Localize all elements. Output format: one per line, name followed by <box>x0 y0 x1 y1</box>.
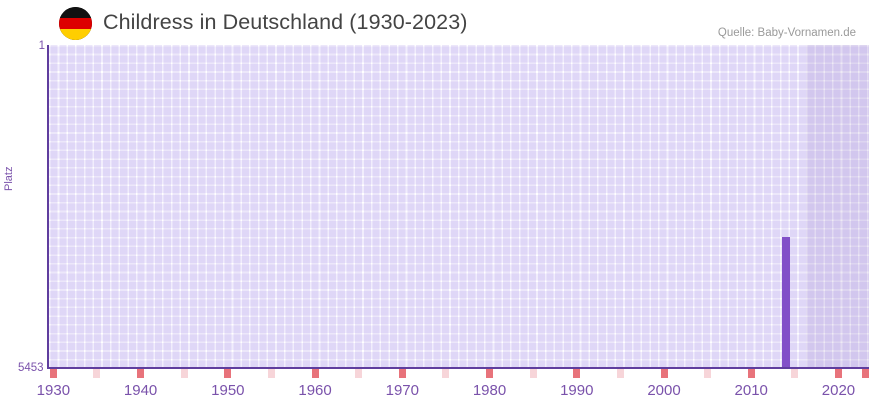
plot-area <box>49 45 869 368</box>
x-axis-tick-minor <box>791 369 799 378</box>
x-axis-tick-label: 2000 <box>647 382 681 399</box>
x-axis-tick-major <box>660 369 668 378</box>
x-axis-tick-label: 1970 <box>385 382 419 399</box>
x-axis-tick-minor <box>704 369 712 378</box>
x-axis-tick-major <box>137 369 145 378</box>
x-axis-tick-minor <box>355 369 363 378</box>
x-axis-tick-labels: 1930 1940 1950 1960 1970 1980 1990 2000 2010 2020 <box>0 382 873 408</box>
x-axis-tick-major <box>398 369 406 378</box>
y-axis-tick-label-bottom: 5453 <box>18 362 44 374</box>
x-axis-tick-minor <box>180 369 188 378</box>
x-axis-tick-major <box>862 369 869 378</box>
x-axis-tick-label: 2010 <box>734 382 768 399</box>
x-axis-line <box>47 367 869 369</box>
x-axis-tick-major <box>747 369 755 378</box>
x-axis-tick-major <box>311 369 319 378</box>
y-axis-title: Platz <box>3 166 15 191</box>
flag-band-gold <box>59 28 92 40</box>
x-axis-tick-label: 1980 <box>472 382 507 399</box>
y-axis-line <box>47 45 49 369</box>
source-attribution: Quelle: Baby-Vornamen.de <box>717 27 856 39</box>
x-axis-tick-minor <box>93 369 101 378</box>
flag-band-black <box>59 7 92 18</box>
x-axis-tick-major <box>573 369 581 378</box>
chart-header: Childress in Deutschland (1930-2023) Que… <box>0 0 873 44</box>
x-axis-tick-major <box>49 369 57 378</box>
german-flag-icon <box>59 7 92 40</box>
x-axis-tick-label: 2020 <box>821 382 856 399</box>
flag-band-red <box>59 17 92 29</box>
x-axis-tick-minor <box>529 369 537 378</box>
shaded-recent-years-band <box>806 45 869 368</box>
x-axis-tick-minor <box>616 369 624 378</box>
data-bar <box>782 237 791 368</box>
bar-series-layer <box>49 45 869 368</box>
x-axis-tick-minor <box>442 369 450 378</box>
chart-title: Childress in Deutschland (1930-2023) <box>103 10 468 34</box>
x-axis-tick-label: 1940 <box>123 382 158 399</box>
x-axis-tick-label: 1930 <box>36 382 71 399</box>
x-axis-tick-label: 1990 <box>560 382 594 399</box>
x-axis-tick-marks <box>49 369 869 378</box>
x-axis-tick-major <box>224 369 232 378</box>
x-axis-tick-label: 1950 <box>211 382 245 399</box>
x-axis-tick-minor <box>267 369 275 378</box>
x-axis-tick-label: 1960 <box>298 382 332 399</box>
x-axis-tick-major <box>834 369 842 378</box>
y-axis-tick-label-top: 1 <box>38 40 45 52</box>
x-axis-tick-major <box>486 369 494 378</box>
